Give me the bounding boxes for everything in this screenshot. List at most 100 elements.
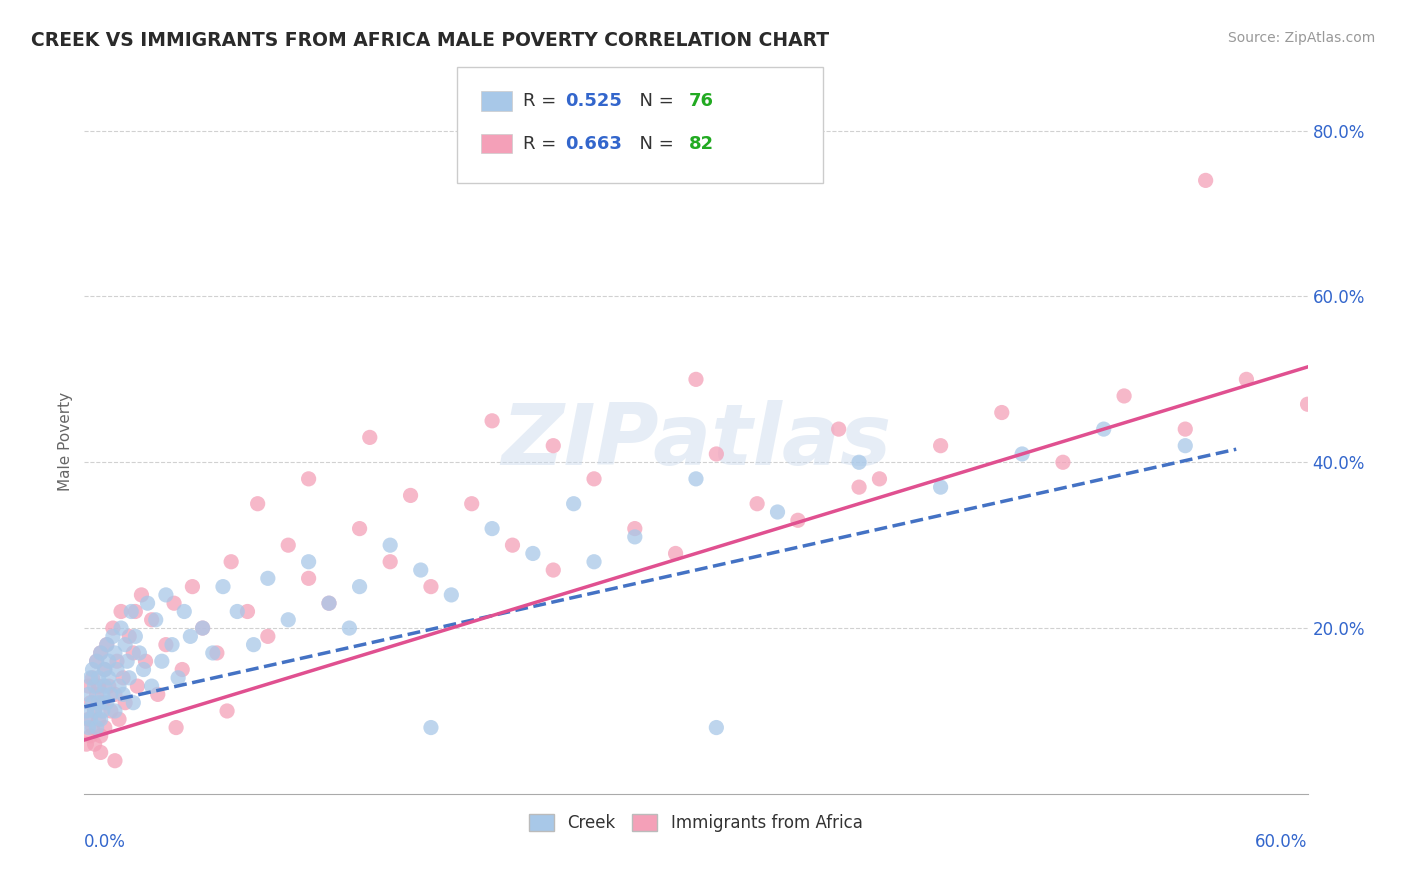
Text: 0.525: 0.525	[565, 92, 621, 110]
Text: N =: N =	[628, 92, 681, 110]
Point	[706, 721, 728, 735]
Point	[420, 721, 443, 735]
Point	[146, 687, 169, 701]
Point	[104, 646, 127, 660]
Point	[1296, 397, 1319, 411]
Point	[82, 696, 104, 710]
Point	[869, 472, 891, 486]
Text: Source: ZipAtlas.com: Source: ZipAtlas.com	[1227, 31, 1375, 45]
Point	[179, 629, 201, 643]
Point	[991, 405, 1014, 419]
Point	[114, 696, 136, 710]
Point	[131, 588, 153, 602]
Point	[766, 505, 789, 519]
Point	[787, 513, 810, 527]
Y-axis label: Male Poverty: Male Poverty	[58, 392, 73, 491]
Point	[93, 679, 115, 693]
Point	[242, 638, 264, 652]
Point	[1174, 439, 1197, 453]
Point	[86, 721, 108, 735]
Point	[101, 621, 124, 635]
Point	[115, 654, 138, 668]
Point	[100, 687, 122, 701]
Point	[132, 663, 155, 677]
Point	[75, 737, 97, 751]
Point	[747, 497, 769, 511]
Point	[141, 679, 163, 693]
Point	[257, 629, 280, 643]
Point	[155, 638, 177, 652]
Text: 0.663: 0.663	[565, 135, 621, 153]
Point	[79, 729, 101, 743]
Point	[105, 663, 128, 677]
Point	[172, 663, 194, 677]
Point	[114, 638, 136, 652]
Point	[128, 646, 150, 660]
Point	[1092, 422, 1115, 436]
Point	[77, 721, 100, 735]
Point	[82, 671, 104, 685]
Point	[929, 439, 952, 453]
Point	[277, 613, 299, 627]
Point	[562, 497, 585, 511]
Point	[141, 613, 163, 627]
Point	[82, 721, 104, 735]
Point	[104, 687, 127, 701]
Text: 82: 82	[689, 135, 714, 153]
Point	[543, 563, 565, 577]
Text: 76: 76	[689, 92, 714, 110]
Point	[90, 646, 112, 660]
Point	[298, 555, 321, 569]
Point	[79, 712, 101, 726]
Point	[359, 430, 381, 444]
Point	[624, 530, 647, 544]
Point	[665, 546, 688, 560]
Point	[155, 588, 177, 602]
Point	[118, 671, 141, 685]
Point	[96, 638, 118, 652]
Point	[212, 580, 235, 594]
Point	[104, 704, 127, 718]
Point	[380, 555, 402, 569]
Point	[522, 546, 544, 560]
Point	[79, 696, 101, 710]
Point	[97, 654, 120, 668]
Text: R =: R =	[523, 92, 562, 110]
Point	[1195, 173, 1218, 187]
Point	[110, 605, 132, 619]
Text: 60.0%: 60.0%	[1256, 832, 1308, 851]
Point	[848, 455, 870, 469]
Point	[124, 629, 146, 643]
Point	[173, 605, 195, 619]
Point	[409, 563, 432, 577]
Point	[83, 704, 105, 718]
Point	[108, 712, 131, 726]
Point	[1011, 447, 1033, 461]
Point	[101, 629, 124, 643]
Point	[420, 580, 443, 594]
Point	[145, 613, 167, 627]
Point	[160, 638, 183, 652]
Point	[124, 605, 146, 619]
Point	[100, 704, 122, 718]
Point	[848, 480, 870, 494]
Point	[191, 621, 214, 635]
Point	[1174, 422, 1197, 436]
Text: R =: R =	[523, 135, 562, 153]
Point	[1052, 455, 1074, 469]
Point	[112, 687, 135, 701]
Text: 0.0%: 0.0%	[84, 832, 127, 851]
Point	[90, 646, 112, 660]
Point	[86, 687, 108, 701]
Point	[112, 671, 135, 685]
Point	[90, 729, 112, 743]
Point	[685, 472, 707, 486]
Point	[236, 605, 259, 619]
Point	[318, 596, 340, 610]
Legend: Creek, Immigrants from Africa: Creek, Immigrants from Africa	[523, 807, 869, 838]
Point	[83, 737, 105, 751]
Point	[87, 671, 110, 685]
Point	[685, 372, 707, 386]
Point	[339, 621, 361, 635]
Point	[82, 663, 104, 677]
